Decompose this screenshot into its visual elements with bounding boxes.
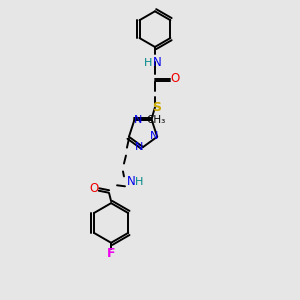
Text: N: N	[127, 175, 135, 188]
Text: O: O	[170, 72, 179, 85]
Text: N: N	[134, 115, 142, 125]
Text: S: S	[152, 101, 161, 114]
Text: N: N	[153, 56, 161, 69]
Text: CH₃: CH₃	[146, 115, 166, 125]
Text: O: O	[90, 182, 99, 195]
Text: H: H	[135, 177, 143, 187]
Text: N: N	[135, 142, 143, 152]
Text: H: H	[144, 58, 152, 68]
Text: N: N	[150, 131, 158, 141]
Text: F: F	[107, 247, 115, 260]
